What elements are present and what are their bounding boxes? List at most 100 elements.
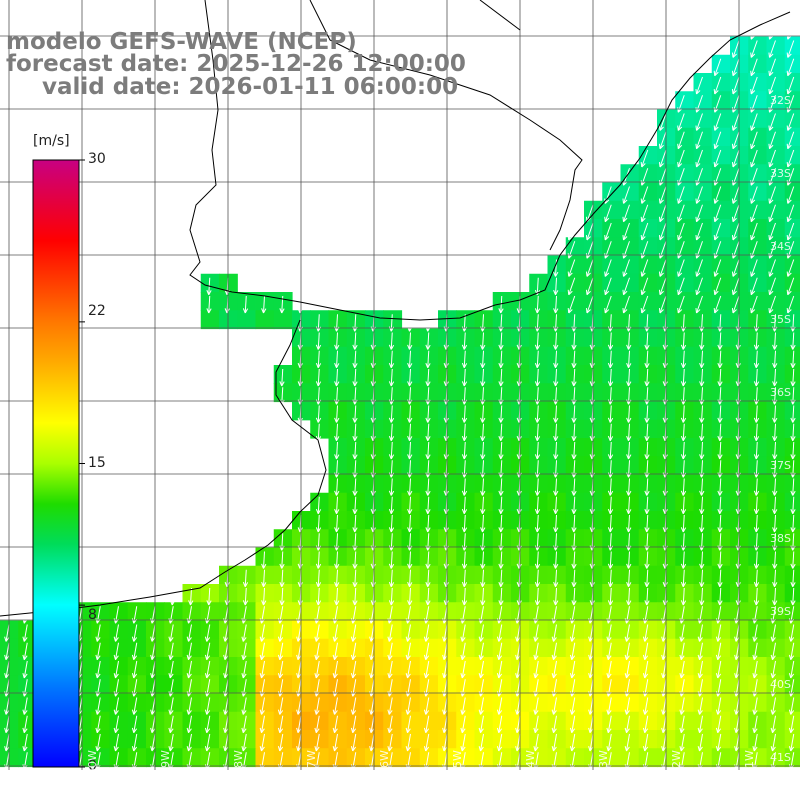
wind-arrow — [314, 660, 320, 679]
wind-arrow — [717, 368, 723, 387]
wind-arrow — [715, 715, 722, 734]
wind-arrow — [259, 624, 265, 642]
wind-arrow — [388, 514, 395, 533]
wind-arrow — [752, 697, 758, 715]
wind-arrow — [533, 642, 539, 661]
wind-arrow — [626, 551, 632, 569]
wind-arrow — [425, 350, 431, 368]
wind-arrow — [131, 624, 138, 642]
wind-arrow — [624, 624, 630, 642]
wind-arrow — [699, 551, 705, 569]
wind-arrow — [95, 733, 101, 752]
wind-arrow — [677, 149, 685, 168]
wind-arrow — [387, 624, 393, 642]
wind-arrow — [661, 697, 667, 715]
wind-arrow — [551, 660, 557, 679]
wind-arrow — [790, 514, 796, 533]
wind-arrow — [717, 587, 723, 606]
wind-arrow — [571, 569, 577, 587]
wind-arrow — [315, 332, 322, 350]
wind-arrow — [717, 332, 723, 350]
wind-arrow — [734, 733, 740, 752]
wind-arrow — [405, 642, 411, 661]
wind-arrow — [534, 441, 541, 460]
wind-arrow — [534, 368, 541, 387]
wind-arrow — [644, 405, 650, 423]
lon-label: 57W — [305, 750, 318, 775]
wind-arrow — [715, 697, 722, 715]
wind-arrow — [717, 441, 723, 460]
wind-arrow — [569, 715, 576, 734]
model-title: modelo GEFS-WAVE (NCEP) — [6, 29, 357, 55]
wind-arrow — [352, 569, 358, 587]
wind-arrow — [442, 660, 448, 679]
wind-arrow — [241, 715, 247, 734]
wind-arrow — [750, 58, 758, 77]
wind-arrow — [772, 350, 778, 368]
wind-arrow — [407, 350, 413, 368]
wind-arrow — [642, 715, 649, 734]
wind-arrow — [585, 222, 594, 241]
wind-arrow — [387, 697, 393, 715]
wind-arrow — [695, 259, 703, 277]
wind-arrow — [442, 697, 448, 715]
wind-arrow — [644, 569, 650, 587]
wind-arrow — [131, 697, 138, 715]
wind-arrow — [131, 715, 138, 734]
wind-arrow — [461, 569, 468, 587]
wind-arrow — [113, 715, 119, 734]
wind-arrow — [677, 295, 685, 314]
wind-arrow — [553, 277, 559, 295]
wind-arrow — [752, 733, 758, 752]
wind-arrow — [498, 569, 504, 587]
wind-arrow — [334, 441, 340, 460]
wind-arrow — [498, 587, 504, 606]
wind-arrow — [752, 642, 758, 661]
coastline — [0, 0, 791, 617]
wind-arrow — [296, 624, 302, 642]
wind-arrow — [607, 587, 614, 606]
wind-arrow — [425, 314, 431, 332]
wind-arrow — [569, 660, 576, 679]
wind-arrow — [352, 350, 358, 368]
wind-arrow — [461, 405, 468, 423]
wind-arrow — [790, 569, 796, 587]
wind-arrow — [534, 514, 541, 533]
wind-arrow — [750, 76, 758, 95]
wind-arrow — [315, 551, 322, 569]
wind-arrow — [369, 697, 375, 715]
wind-arrow — [786, 204, 795, 223]
wind-arrow — [315, 514, 322, 533]
wind-arrow — [314, 642, 320, 661]
wind-arrow — [695, 222, 703, 241]
wind-arrow — [279, 551, 285, 569]
wind-arrow — [388, 423, 395, 441]
wind-arrow — [405, 624, 411, 642]
wind-arrow — [407, 423, 413, 441]
wind-arrow — [658, 277, 667, 296]
wind-arrow — [113, 642, 119, 661]
wind-arrow — [699, 569, 705, 587]
wind-arrow — [22, 715, 28, 734]
wind-arrow — [478, 624, 484, 642]
wind-arrow — [423, 733, 430, 752]
wind-arrow — [699, 441, 705, 460]
wind-arrow — [607, 496, 614, 514]
wind-arrow — [553, 295, 559, 314]
wind-arrow — [315, 405, 322, 423]
wind-arrow — [624, 697, 630, 715]
wind-arrow — [658, 295, 667, 314]
wind-arrow — [786, 186, 795, 204]
wind-arrow — [352, 514, 358, 533]
wind-arrow — [642, 624, 649, 642]
wind-arrow — [697, 642, 703, 661]
wind-arrow — [407, 478, 413, 496]
wind-arrow — [770, 660, 776, 679]
wind-arrow — [606, 715, 612, 734]
wind-arrow — [788, 642, 795, 661]
wind-arrow — [277, 624, 284, 642]
wind-arrow — [624, 715, 630, 734]
wind-arrow — [461, 368, 468, 387]
wind-arrow — [658, 222, 667, 241]
wind-arrow — [680, 478, 687, 496]
